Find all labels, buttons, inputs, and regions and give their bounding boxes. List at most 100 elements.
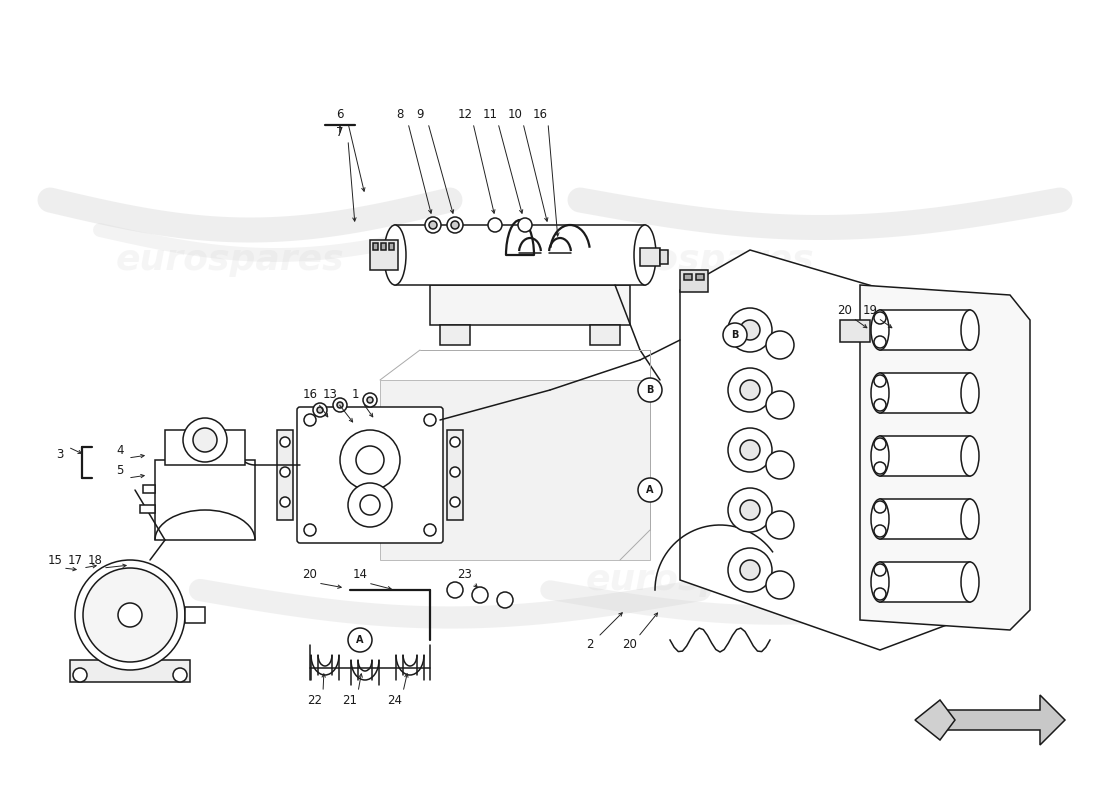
Circle shape bbox=[118, 603, 142, 627]
Circle shape bbox=[425, 217, 441, 233]
Circle shape bbox=[304, 524, 316, 536]
Ellipse shape bbox=[384, 225, 406, 285]
Text: B: B bbox=[647, 385, 653, 395]
Circle shape bbox=[173, 668, 187, 682]
Circle shape bbox=[728, 488, 772, 532]
Circle shape bbox=[280, 467, 290, 477]
Text: 21: 21 bbox=[342, 694, 358, 706]
Circle shape bbox=[447, 582, 463, 598]
Bar bbox=[143, 485, 155, 493]
Text: 11: 11 bbox=[483, 109, 497, 122]
Circle shape bbox=[874, 336, 886, 348]
Circle shape bbox=[472, 587, 488, 603]
Circle shape bbox=[728, 428, 772, 472]
Bar bbox=[373, 243, 378, 250]
Circle shape bbox=[348, 483, 392, 527]
Bar bbox=[440, 325, 470, 345]
Text: 20: 20 bbox=[837, 303, 852, 317]
Circle shape bbox=[280, 497, 290, 507]
Polygon shape bbox=[940, 695, 1065, 745]
Text: 6: 6 bbox=[337, 109, 343, 122]
Circle shape bbox=[192, 428, 217, 452]
Circle shape bbox=[75, 560, 185, 670]
Circle shape bbox=[728, 548, 772, 592]
Circle shape bbox=[82, 568, 177, 662]
Circle shape bbox=[728, 368, 772, 412]
Ellipse shape bbox=[634, 225, 656, 285]
Text: eurospares: eurospares bbox=[585, 563, 814, 597]
Bar bbox=[696, 274, 704, 280]
Text: 7: 7 bbox=[337, 126, 343, 138]
Bar bbox=[370, 240, 398, 270]
Bar bbox=[140, 505, 155, 513]
Ellipse shape bbox=[871, 436, 889, 476]
Bar bbox=[640, 248, 660, 266]
Circle shape bbox=[348, 628, 372, 652]
Circle shape bbox=[333, 398, 346, 412]
Bar bbox=[660, 250, 668, 264]
Text: 16: 16 bbox=[532, 109, 548, 122]
Bar bbox=[880, 310, 970, 350]
Text: 9: 9 bbox=[416, 109, 424, 122]
Circle shape bbox=[740, 380, 760, 400]
Ellipse shape bbox=[961, 562, 979, 602]
Circle shape bbox=[766, 571, 794, 599]
Polygon shape bbox=[915, 700, 955, 740]
Circle shape bbox=[340, 430, 400, 490]
Circle shape bbox=[317, 407, 323, 413]
Bar bbox=[590, 325, 620, 345]
Bar bbox=[389, 243, 394, 250]
Ellipse shape bbox=[961, 436, 979, 476]
Text: 14: 14 bbox=[352, 569, 367, 582]
Circle shape bbox=[518, 218, 532, 232]
Circle shape bbox=[874, 564, 886, 576]
Text: 23: 23 bbox=[458, 569, 472, 582]
Circle shape bbox=[337, 402, 343, 408]
Bar bbox=[155, 460, 255, 540]
Bar bbox=[447, 430, 463, 520]
Text: eurospares: eurospares bbox=[116, 243, 344, 277]
Ellipse shape bbox=[871, 499, 889, 539]
Circle shape bbox=[766, 391, 794, 419]
Circle shape bbox=[723, 323, 747, 347]
Circle shape bbox=[728, 308, 772, 352]
FancyBboxPatch shape bbox=[297, 407, 443, 543]
Ellipse shape bbox=[961, 373, 979, 413]
Circle shape bbox=[740, 320, 760, 340]
Text: A: A bbox=[356, 635, 364, 645]
Circle shape bbox=[874, 501, 886, 513]
Bar bbox=[277, 430, 293, 520]
Text: B: B bbox=[732, 330, 739, 340]
Text: 20: 20 bbox=[302, 569, 318, 582]
Text: A: A bbox=[647, 485, 653, 495]
Circle shape bbox=[424, 524, 436, 536]
Bar bbox=[880, 436, 970, 476]
Bar bbox=[430, 285, 630, 325]
Bar bbox=[70, 660, 190, 682]
Bar bbox=[395, 225, 645, 285]
Text: 3: 3 bbox=[56, 449, 64, 462]
Circle shape bbox=[874, 588, 886, 600]
Circle shape bbox=[638, 378, 662, 402]
Circle shape bbox=[447, 217, 463, 233]
Text: 16: 16 bbox=[302, 389, 318, 402]
Ellipse shape bbox=[871, 373, 889, 413]
Text: 17: 17 bbox=[67, 554, 82, 566]
Text: 18: 18 bbox=[88, 554, 102, 566]
Circle shape bbox=[450, 437, 460, 447]
Bar bbox=[381, 243, 386, 250]
Circle shape bbox=[280, 437, 290, 447]
Circle shape bbox=[73, 668, 87, 682]
Circle shape bbox=[874, 375, 886, 387]
Circle shape bbox=[766, 331, 794, 359]
Circle shape bbox=[429, 221, 437, 229]
Bar bbox=[379, 380, 650, 560]
Circle shape bbox=[874, 525, 886, 537]
Text: 15: 15 bbox=[47, 554, 63, 566]
Circle shape bbox=[360, 495, 379, 515]
Circle shape bbox=[183, 418, 227, 462]
Circle shape bbox=[874, 438, 886, 450]
Circle shape bbox=[874, 399, 886, 411]
Bar bbox=[684, 274, 692, 280]
Circle shape bbox=[497, 592, 513, 608]
